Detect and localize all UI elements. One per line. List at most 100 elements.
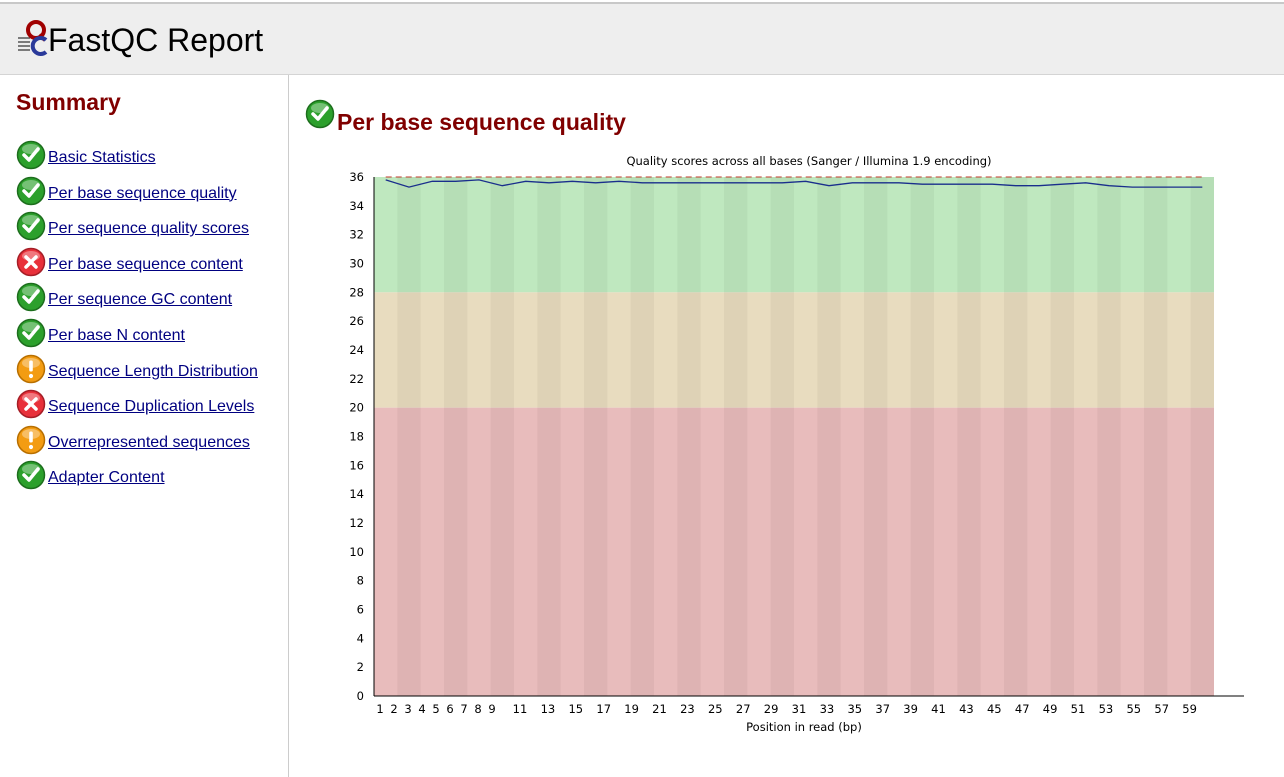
column-stripe — [957, 177, 981, 696]
y-tick-label: 8 — [357, 574, 364, 588]
pass-icon — [16, 318, 46, 348]
column-stripe — [584, 177, 608, 696]
x-tick-label: 51 — [1071, 702, 1086, 716]
x-tick-label: 47 — [1015, 702, 1030, 716]
y-tick-label: 4 — [357, 631, 364, 645]
chart-title: Quality scores across all bases (Sanger … — [626, 154, 991, 168]
column-stripe — [537, 177, 561, 696]
x-tick-label: 35 — [847, 702, 862, 716]
pass-icon — [16, 283, 46, 312]
x-tick-label: 39 — [903, 702, 918, 716]
x-tick-label: 53 — [1099, 702, 1114, 716]
column-stripe — [770, 177, 794, 696]
fail-icon — [16, 247, 46, 277]
y-tick-label: 6 — [357, 603, 364, 617]
y-tick-label: 32 — [349, 228, 364, 242]
y-tick-label: 28 — [349, 285, 364, 299]
x-tick-label: 33 — [820, 702, 835, 716]
column-stripe — [630, 177, 654, 696]
column-stripe — [1050, 177, 1074, 696]
column-stripe — [397, 177, 421, 696]
summary-sidebar: Summary Basic Statistics Per base sequenc… — [0, 75, 289, 777]
x-tick-label: 3 — [404, 702, 411, 716]
column-stripe — [444, 177, 468, 696]
x-tick-label: 57 — [1154, 702, 1169, 716]
summary-link[interactable]: Per sequence GC content — [48, 291, 233, 309]
quality-band-good — [374, 177, 1214, 293]
x-tick-label: 43 — [959, 702, 974, 716]
x-tick-label: 4 — [418, 702, 425, 716]
report-title: FastQC Report — [48, 22, 264, 58]
warn-icon — [16, 354, 46, 383]
y-tick-label: 22 — [349, 372, 364, 386]
x-tick-label: 37 — [875, 702, 890, 716]
report-header: FastQC Report — [0, 4, 1284, 75]
column-stripe — [817, 177, 841, 696]
fastqc-logo-icon — [18, 20, 48, 56]
summary-link[interactable]: Per base sequence quality — [48, 184, 237, 202]
module-title: Per base sequence quality — [337, 109, 626, 135]
x-tick-label: 1 — [376, 702, 383, 716]
x-tick-label: 45 — [987, 702, 1002, 716]
x-tick-label: 9 — [488, 702, 495, 716]
quality-band-ok — [374, 292, 1214, 408]
summary-link[interactable]: Per sequence quality scores — [48, 220, 249, 238]
y-tick-label: 14 — [349, 487, 364, 501]
pass-icon — [16, 140, 46, 170]
x-tick-label: 31 — [792, 702, 807, 716]
summary-link[interactable]: Sequence Length Distribution — [48, 362, 258, 380]
y-tick-label: 26 — [349, 314, 364, 328]
column-stripe — [1004, 177, 1028, 696]
summary-heading: Summary — [16, 89, 121, 115]
mean-quality-line — [385, 179, 1203, 188]
quality-band-bad — [374, 407, 1214, 696]
column-stripe — [724, 177, 748, 696]
summary-link[interactable]: Sequence Duplication Levels — [48, 398, 255, 416]
summary-link[interactable]: Per base N content — [48, 326, 185, 344]
module-panel: Per base sequence quality — [289, 75, 1284, 777]
y-tick-label: 30 — [349, 257, 364, 271]
x-tick-label: 11 — [513, 702, 528, 716]
summary-link[interactable]: Basic Statistics — [48, 149, 156, 166]
x-tick-label: 25 — [708, 702, 723, 716]
y-tick-label: 36 — [349, 170, 364, 184]
column-stripe — [1097, 177, 1121, 696]
x-tick-label: 17 — [596, 702, 611, 716]
top-border — [0, 2, 1284, 4]
column-stripe — [910, 177, 934, 696]
y-tick-label: 12 — [349, 516, 364, 530]
summary-link[interactable]: Overrepresented sequences — [48, 433, 250, 451]
x-axis-label: Position in read (bp) — [746, 720, 862, 734]
x-tick-label: 6 — [446, 702, 453, 716]
x-tick-label: 49 — [1043, 702, 1058, 716]
y-tick-label: 0 — [357, 689, 364, 703]
fail-icon — [16, 389, 46, 419]
x-tick-label: 5 — [432, 702, 439, 716]
x-tick-label: 8 — [474, 702, 481, 716]
summary-link[interactable]: Per base sequence content — [48, 255, 243, 273]
y-tick-label: 20 — [349, 401, 364, 415]
column-stripe — [1190, 177, 1214, 696]
column-stripe — [677, 177, 701, 696]
pass-icon — [16, 211, 46, 241]
column-stripe — [864, 177, 888, 696]
pass-icon — [305, 99, 335, 129]
x-tick-label: 13 — [541, 702, 556, 716]
warn-icon — [16, 425, 46, 454]
y-tick-label: 18 — [349, 430, 364, 444]
x-tick-label: 59 — [1182, 702, 1197, 716]
x-tick-label: 15 — [568, 702, 583, 716]
y-tick-label: 24 — [349, 343, 364, 357]
y-tick-label: 10 — [349, 545, 364, 559]
y-tick-label: 34 — [349, 199, 364, 213]
y-tick-label: 16 — [349, 458, 364, 472]
column-stripe — [1144, 177, 1168, 696]
x-tick-label: 23 — [680, 702, 695, 716]
y-tick-label: 2 — [357, 660, 364, 674]
x-tick-label: 2 — [390, 702, 397, 716]
x-tick-label: 19 — [624, 702, 639, 716]
x-tick-label: 41 — [931, 702, 946, 716]
x-tick-label: 21 — [652, 702, 667, 716]
summary-link[interactable]: Adapter Content — [48, 469, 165, 487]
